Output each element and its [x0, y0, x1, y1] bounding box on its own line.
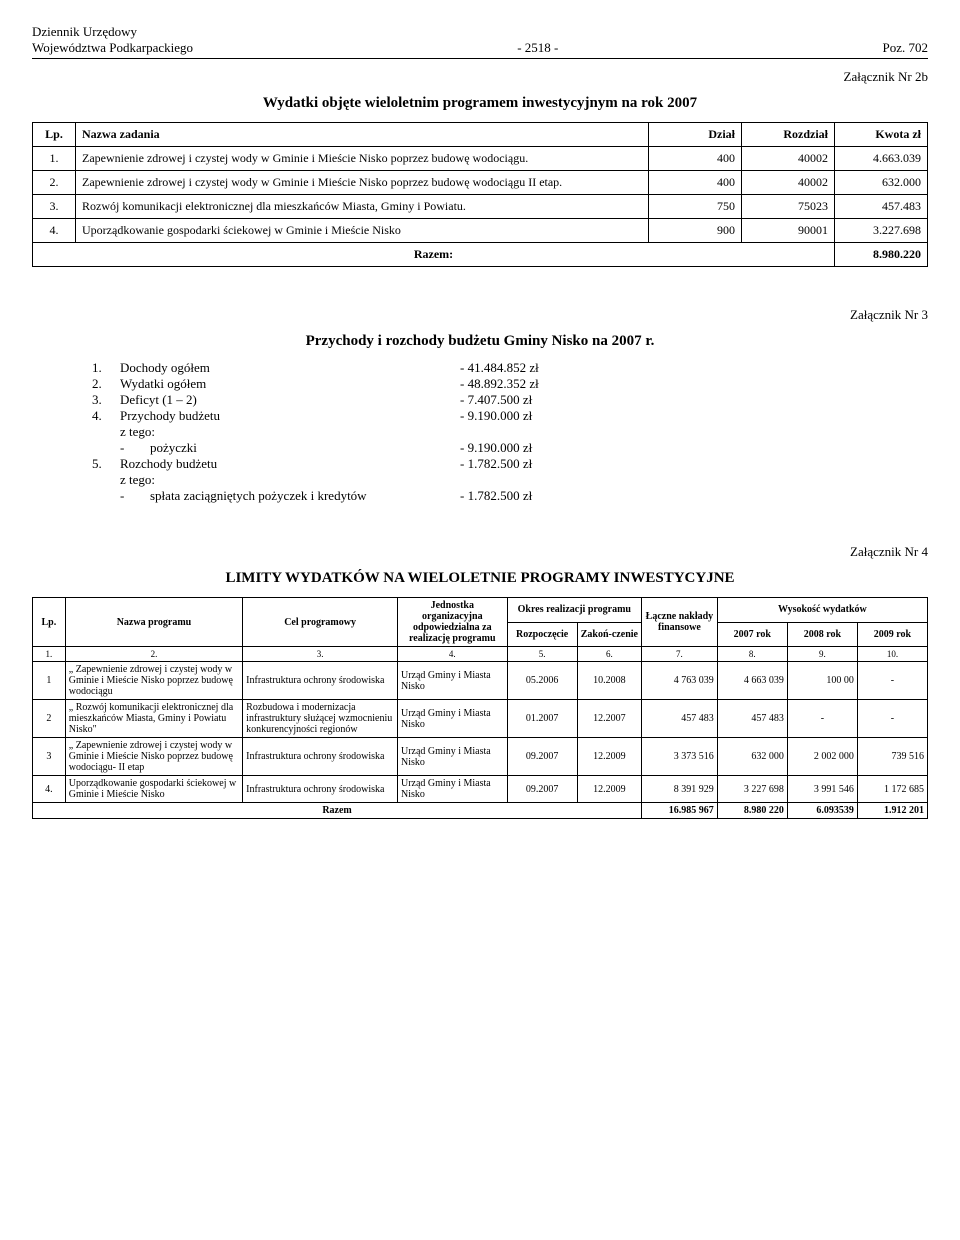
table-2b: Lp. Nazwa zadania Dział Rozdział Kwota z… — [32, 122, 928, 267]
table-4: Lp. Nazwa programu Cel programowy Jednos… — [32, 597, 928, 819]
page-number: - 2518 - — [517, 40, 558, 56]
header-rule — [32, 58, 928, 59]
razem-label: Razem — [33, 803, 642, 819]
razem-label: Razem: — [33, 243, 835, 267]
table-row: Razem:8.980.220 — [33, 243, 928, 267]
table-row: 3„ Zapewnienie zdrowej i czystej wody w … — [33, 738, 928, 776]
attachment-4-label: Załącznik Nr 4 — [32, 544, 928, 560]
header-line2: Województwa Podkarpackiego - 2518 - Poz.… — [32, 40, 928, 56]
table-row: 1„ Zapewnienie zdrowej i czystej wody w … — [33, 662, 928, 700]
position-number: Poz. 702 — [883, 40, 929, 56]
col-rozdzial: Rozdział — [742, 123, 835, 147]
table-row: 4.Uporządkowanie gospodarki ściekowej w … — [33, 219, 928, 243]
col-kwota: Kwota zł — [835, 123, 928, 147]
table-row: 1.Zapewnienie zdrowej i czystej wody w G… — [33, 147, 928, 171]
table-row: Lp. Nazwa zadania Dział Rozdział Kwota z… — [33, 123, 928, 147]
table-row: 3.Rozwój komunikacji elektronicznej dla … — [33, 195, 928, 219]
journal-name: Dziennik Urzędowy — [32, 24, 137, 40]
table-row: Lp. Nazwa programu Cel programowy Jednos… — [33, 598, 928, 623]
attachment-3-title: Przychody i rozchody budżetu Gminy Nisko… — [32, 333, 928, 350]
table-row: Razem 16.985 967 8.980 220 6.093539 1.91… — [33, 803, 928, 819]
table-row: 4.Uporządkowanie gospodarki ściekowej w … — [33, 776, 928, 803]
attachment-2b-label: Załącznik Nr 2b — [32, 69, 928, 85]
table-row: 2„ Rozwój komunikacji elektronicznej dla… — [33, 700, 928, 738]
attachment-3-label: Załącznik Nr 3 — [32, 307, 928, 323]
budget-list: 1.Dochody ogółem- 41.484.852 zł 2.Wydatk… — [92, 360, 928, 504]
header-line1: Dziennik Urzędowy — [32, 24, 928, 40]
attachment-4-title: LIMITY WYDATKÓW NA WIELOLETNIE PROGRAMY … — [32, 570, 928, 587]
col-dzial: Dział — [649, 123, 742, 147]
table-row: 2.Zapewnienie zdrowej i czystej wody w G… — [33, 171, 928, 195]
razem-value: 8.980.220 — [835, 243, 928, 267]
attachment-2b-title: Wydatki objęte wieloletnim programem inw… — [32, 95, 928, 112]
table-row: 1. 2. 3. 4. 5. 6. 7. 8. 9. 10. — [33, 647, 928, 662]
col-lp: Lp. — [33, 123, 76, 147]
region-name: Województwa Podkarpackiego — [32, 40, 193, 56]
col-nazwa: Nazwa zadania — [76, 123, 649, 147]
